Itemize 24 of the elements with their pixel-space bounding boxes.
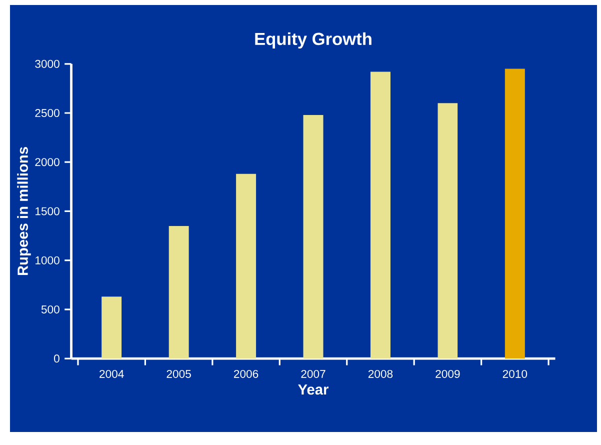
x-tick-label: 2010 (502, 370, 528, 378)
y-tick-label: 500 (41, 305, 60, 314)
y-tick-label: 1500 (36, 207, 60, 216)
x-tick-label: 2006 (234, 370, 258, 378)
x-tick-label: 2005 (166, 370, 191, 378)
y-tick-label: 2000 (35, 158, 60, 166)
bar (504, 68, 525, 359)
bar (236, 174, 256, 359)
bar (102, 296, 122, 359)
y-tick-label: 0 (54, 354, 60, 363)
chart-title: Equity Growth (255, 32, 372, 49)
bar (370, 72, 390, 359)
y-axis-title: Rupees in millions (17, 147, 31, 276)
y-tick-label: 1000 (36, 256, 60, 264)
bar (438, 103, 458, 359)
x-tick-label: 2008 (368, 370, 393, 378)
y-tick-label: 3000 (35, 60, 60, 68)
x-axis-title: Year (298, 384, 329, 395)
x-tick-label: 2007 (301, 370, 326, 378)
x-tick-label: 2009 (436, 370, 460, 378)
x-tick-label: 2004 (100, 370, 124, 378)
bar (168, 226, 189, 359)
bar (303, 114, 324, 359)
y-tick-label: 2500 (35, 108, 60, 118)
